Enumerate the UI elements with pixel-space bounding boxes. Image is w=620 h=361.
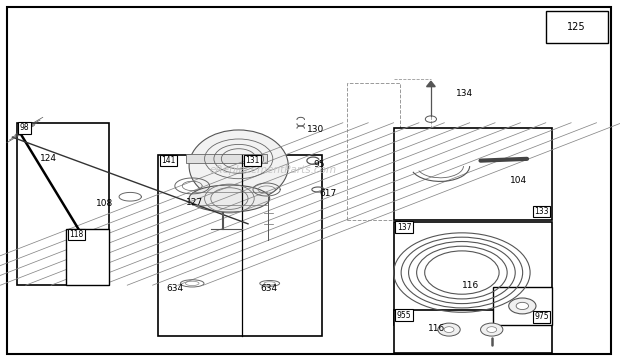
- Bar: [394, 222, 552, 325]
- Circle shape: [516, 303, 529, 309]
- Text: 955: 955: [397, 311, 412, 320]
- Circle shape: [508, 298, 536, 314]
- Text: 131: 131: [245, 156, 259, 165]
- Ellipse shape: [189, 130, 288, 202]
- Text: 617: 617: [319, 189, 337, 197]
- Bar: [394, 128, 552, 220]
- Text: 137: 137: [397, 223, 411, 232]
- Text: 634: 634: [166, 284, 184, 293]
- Circle shape: [487, 327, 497, 332]
- Text: 108: 108: [96, 200, 113, 208]
- FancyArrow shape: [186, 155, 267, 163]
- Bar: [17, 123, 109, 285]
- Bar: [546, 11, 608, 43]
- Text: 141: 141: [161, 156, 175, 165]
- Text: 127: 127: [186, 198, 203, 206]
- Text: 95: 95: [313, 160, 325, 169]
- Text: 118: 118: [69, 230, 84, 239]
- Circle shape: [438, 323, 460, 336]
- Bar: [493, 287, 552, 325]
- Text: 975: 975: [534, 312, 549, 321]
- Text: 634: 634: [260, 284, 278, 293]
- Bar: [394, 310, 552, 353]
- Text: 104: 104: [510, 176, 527, 185]
- Bar: [66, 229, 109, 285]
- Circle shape: [444, 327, 454, 332]
- Bar: [347, 83, 400, 220]
- Circle shape: [480, 323, 503, 336]
- Bar: [158, 155, 322, 336]
- Text: eReplacementParts.com: eReplacementParts.com: [209, 165, 337, 175]
- Text: 116: 116: [428, 324, 445, 333]
- Text: 98: 98: [20, 123, 30, 132]
- Text: 125: 125: [567, 22, 586, 32]
- Text: 134: 134: [456, 90, 473, 98]
- Text: 130: 130: [307, 126, 324, 134]
- Text: 124: 124: [40, 155, 57, 163]
- Text: 116: 116: [462, 281, 479, 290]
- Ellipse shape: [189, 185, 270, 212]
- Text: 133: 133: [534, 207, 549, 216]
- Polygon shape: [427, 81, 435, 87]
